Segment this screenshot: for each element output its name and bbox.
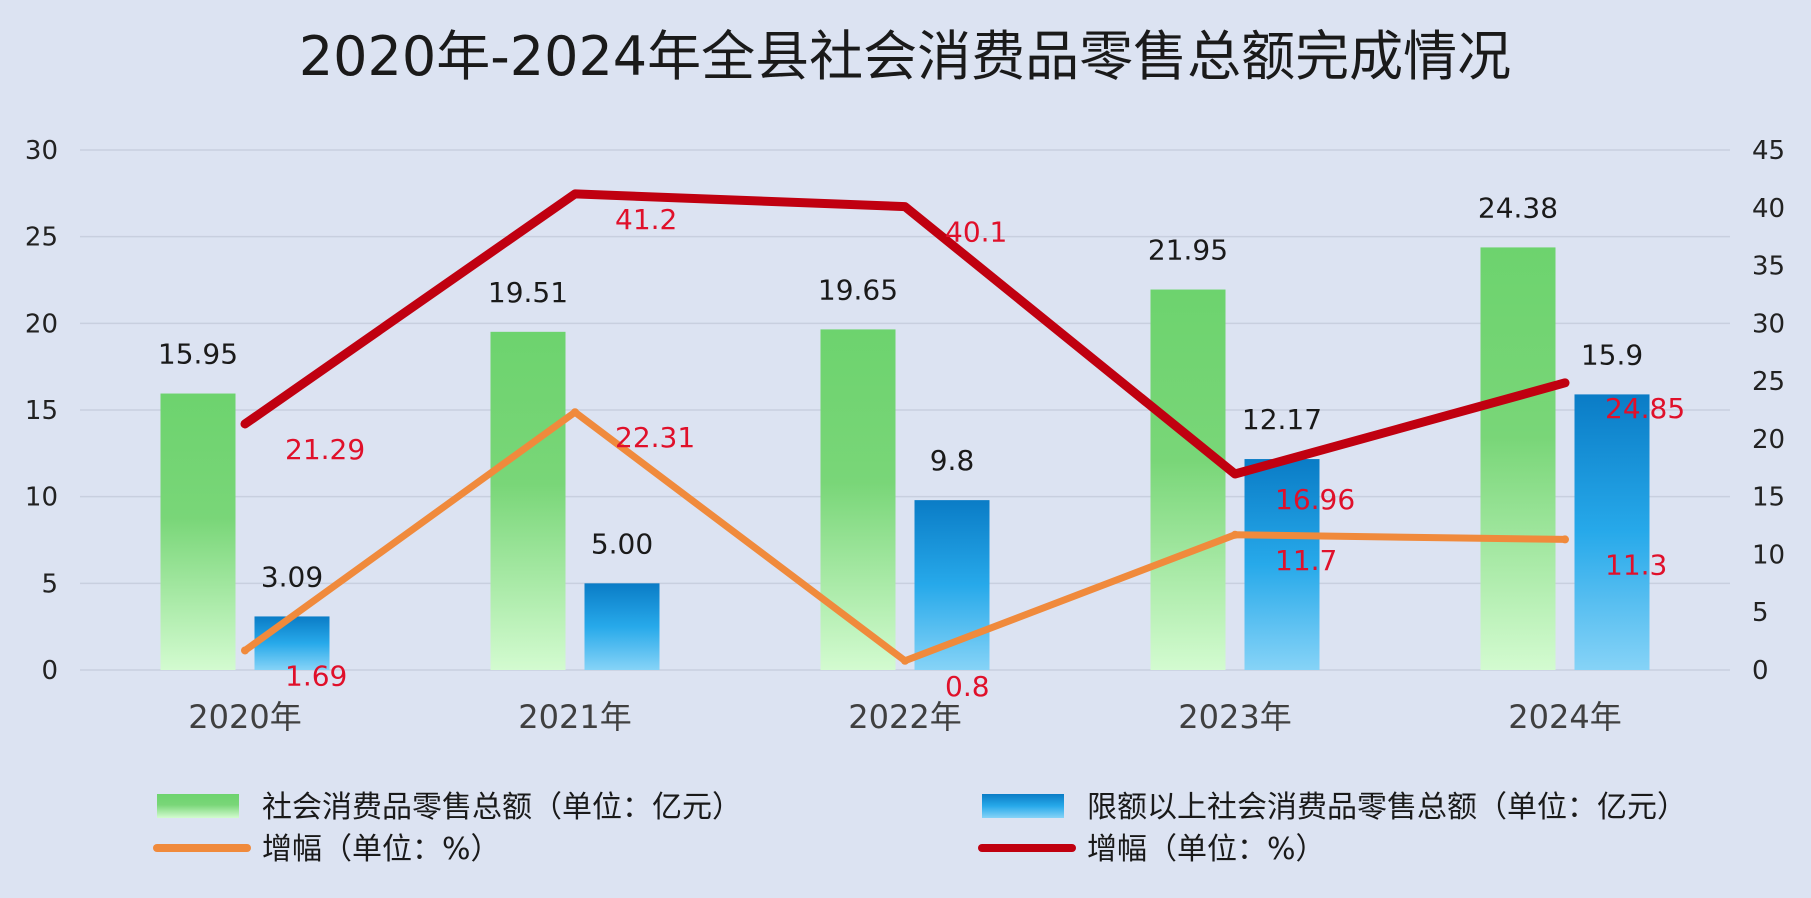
value-labels: 15.95 19.51 19.65 21.95 24.38 3.09 5.00 9.8 12.1… bbox=[158, 191, 1685, 702]
growth-value-label: 0.8 bbox=[945, 670, 990, 703]
right-tick-label: 35 bbox=[1752, 252, 1785, 282]
growth-value-label: 16.96 bbox=[1275, 483, 1355, 516]
growth-point bbox=[1231, 470, 1239, 479]
right-tick-label: 15 bbox=[1752, 483, 1785, 513]
growth-point bbox=[241, 419, 249, 428]
left-tick-label: 30 bbox=[25, 136, 58, 166]
category-label: 2021年 bbox=[518, 698, 631, 736]
growth-point bbox=[571, 408, 579, 417]
growth-point bbox=[1231, 530, 1239, 539]
growth-value-label: 41.2 bbox=[615, 203, 677, 236]
left-tick-label: 25 bbox=[25, 223, 58, 253]
right-tick-label: 40 bbox=[1752, 194, 1785, 224]
bar-total bbox=[1480, 247, 1556, 670]
growth-value-label: 40.1 bbox=[945, 216, 1007, 249]
category-label: 2024年 bbox=[1508, 698, 1621, 736]
bar-total bbox=[160, 393, 236, 670]
left-tick-label: 20 bbox=[25, 309, 58, 339]
category-label: 2020年 bbox=[188, 698, 301, 736]
right-tick-label: 0 bbox=[1752, 656, 1769, 686]
left-tick-label: 5 bbox=[41, 569, 58, 599]
growth-point bbox=[1561, 535, 1569, 544]
legend-label: 社会消费品零售总额（单位：亿元） bbox=[262, 790, 742, 825]
growth-value-label: 11.7 bbox=[1275, 544, 1337, 577]
legend-label: 增幅（单位：%） bbox=[262, 832, 501, 867]
gridlines bbox=[80, 149, 1730, 671]
bar-value-label: 19.51 bbox=[488, 276, 568, 309]
bar-value-label: 15.95 bbox=[158, 338, 238, 371]
growth-value-label: 21.29 bbox=[285, 433, 365, 466]
left-tick-label: 10 bbox=[25, 483, 58, 513]
growth-point bbox=[901, 656, 909, 665]
bar-value-label: 5.00 bbox=[591, 527, 653, 560]
legend-swatch bbox=[157, 794, 239, 818]
category-axis: 2020年 2021年 2022年 2023年 2024年 bbox=[188, 698, 1621, 736]
growth-value-label: 1.69 bbox=[285, 659, 347, 692]
bar-total bbox=[820, 329, 896, 670]
legend-label: 限额以上社会消费品零售总额（单位：亿元） bbox=[1087, 790, 1687, 825]
bar-total bbox=[490, 331, 566, 670]
growth-value-label: 22.31 bbox=[615, 421, 695, 454]
category-label: 2022年 bbox=[848, 698, 961, 736]
growth-point bbox=[241, 646, 249, 655]
bar-above-quota bbox=[1244, 459, 1320, 670]
right-tick-label: 20 bbox=[1752, 425, 1785, 455]
bar-value-label: 21.95 bbox=[1148, 234, 1228, 267]
growth-point bbox=[901, 202, 909, 211]
legend: 社会消费品零售总额（单位：亿元） 限额以上社会消费品零售总额（单位：亿元） 增幅（单… bbox=[153, 790, 1687, 867]
category-label: 2023年 bbox=[1178, 698, 1291, 736]
right-tick-label: 30 bbox=[1752, 309, 1785, 339]
right-tick-label: 25 bbox=[1752, 367, 1785, 397]
growth-point bbox=[1561, 378, 1569, 387]
chart-title: 2020年-2024年全县社会消费品零售总额完成情况 bbox=[299, 25, 1511, 88]
legend-label: 增幅（单位：%） bbox=[1087, 832, 1326, 867]
bar-total bbox=[1150, 289, 1226, 670]
legend-swatch bbox=[982, 794, 1064, 818]
growth-point bbox=[571, 189, 579, 198]
right-tick-label: 45 bbox=[1752, 136, 1785, 166]
left-axis: 0 5 10 15 20 25 30 bbox=[25, 136, 58, 686]
bars bbox=[160, 247, 1650, 670]
bar-value-label: 19.65 bbox=[818, 273, 898, 306]
right-axis: 0 5 10 15 20 25 30 35 40 45 bbox=[1752, 136, 1785, 686]
bar-above-quota bbox=[584, 583, 660, 670]
bar-value-label: 24.38 bbox=[1478, 191, 1558, 224]
bar-value-label: 9.8 bbox=[930, 444, 975, 477]
growth-value-label: 11.3 bbox=[1605, 548, 1667, 581]
left-tick-label: 0 bbox=[41, 656, 58, 686]
growth-value-label: 24.85 bbox=[1605, 392, 1685, 425]
bar-value-label: 12.17 bbox=[1242, 403, 1322, 436]
bar-above-quota bbox=[1574, 394, 1650, 670]
right-tick-label: 10 bbox=[1752, 540, 1785, 570]
growth-line-1 bbox=[241, 408, 1569, 665]
bar-above-quota bbox=[254, 616, 330, 670]
right-tick-label: 5 bbox=[1752, 598, 1769, 628]
bar-value-label: 3.09 bbox=[261, 560, 323, 593]
lines bbox=[240, 189, 1570, 665]
left-tick-label: 15 bbox=[25, 396, 58, 426]
bar-value-label: 15.9 bbox=[1581, 338, 1643, 371]
